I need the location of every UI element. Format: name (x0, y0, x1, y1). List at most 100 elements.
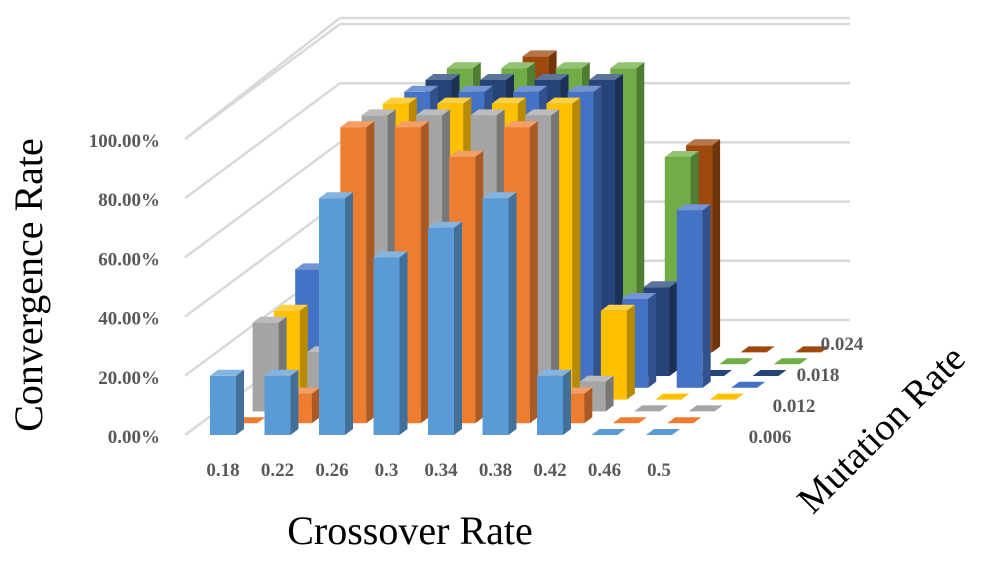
bar (795, 346, 830, 353)
bar (428, 221, 462, 435)
bar-top (534, 74, 569, 80)
y-tick-label: 20.00% (98, 368, 160, 389)
x-axis-title: Crossover Rate (287, 508, 533, 553)
side-wall-gridline (184, 141, 341, 259)
bar-side (702, 204, 711, 388)
bar-top (491, 97, 526, 104)
bar-top (525, 109, 560, 116)
bar-top (537, 369, 571, 376)
bar-top (449, 150, 484, 157)
bar-top (546, 97, 581, 104)
y-tick-label: 0.00% (108, 427, 160, 448)
x-tick-label: 0.3 (375, 460, 399, 481)
bar-top (404, 85, 439, 92)
bars (210, 50, 830, 435)
bar-side (593, 85, 602, 388)
bar (210, 369, 244, 435)
x-tick-label: 0.18 (206, 460, 239, 481)
bar-top (522, 50, 557, 57)
bar-top (482, 192, 517, 199)
y-tick-label: 80.00% (98, 190, 160, 211)
bar-top (373, 251, 408, 258)
bar (449, 150, 484, 424)
bar-top (458, 85, 493, 92)
bar (634, 405, 669, 412)
bar (264, 369, 299, 435)
bar (646, 429, 680, 435)
bar (773, 358, 808, 365)
bar-side (508, 192, 517, 435)
bar (731, 381, 766, 388)
depth-tick-label: 0.006 (749, 427, 792, 448)
bar-front (319, 198, 345, 435)
bar-side (626, 304, 635, 400)
bar-zero-marker (591, 429, 626, 435)
bar-side (551, 109, 560, 412)
bar (719, 358, 754, 365)
bar-top (340, 121, 375, 128)
bar-top (382, 97, 417, 104)
bar (373, 251, 408, 435)
bar-zero-marker (731, 381, 766, 388)
bar-front (210, 375, 236, 435)
bar-zero-marker (612, 417, 647, 424)
bar-top (622, 293, 657, 299)
x-tick-label: 0.42 (533, 460, 566, 481)
y-tick-label: 100.00% (89, 131, 160, 152)
bar-side (572, 97, 581, 400)
bar-zero-marker (740, 346, 775, 353)
tick-labels: 0.00% 20.00% 40.00% 60.00% 80.00% 100.00% 0.18… (89, 131, 864, 481)
bar-zero-marker (634, 405, 669, 412)
bar-top (664, 151, 699, 157)
bar-side (345, 192, 353, 435)
bar-side (712, 139, 721, 353)
bar-top (273, 304, 308, 311)
bar-side (563, 369, 571, 435)
bar-top (428, 221, 462, 228)
bar-side (290, 369, 299, 435)
bar-top (501, 62, 536, 69)
x-tick-label: 0.26 (315, 460, 348, 481)
bar-side (636, 62, 645, 365)
bar-top (319, 192, 353, 199)
bar-top (686, 139, 721, 146)
bar-front (264, 375, 291, 435)
bar-top (610, 62, 645, 69)
bar-top (513, 85, 548, 92)
x-tick-label: 0.46 (588, 460, 621, 481)
bar-top (567, 85, 602, 92)
bar-top (394, 121, 429, 128)
bar (709, 393, 744, 400)
bar (740, 346, 775, 353)
y-tick-label: 60.00% (98, 249, 160, 270)
x-tick-label: 0.38 (479, 460, 512, 481)
bar-top (480, 74, 514, 80)
bar-side (366, 121, 375, 424)
bar-top (425, 74, 460, 80)
side-wall-gridline (184, 200, 341, 318)
bar-zero-marker (773, 358, 808, 365)
side-wall-top-edge (184, 17, 341, 140)
bar-side (584, 387, 593, 424)
bar-zero-marker (646, 429, 680, 435)
depth-tick-label: 0.012 (773, 396, 816, 417)
depth-tick-label: 0.018 (797, 365, 840, 386)
bar-zero-marker (655, 393, 690, 400)
y-tick-label: 40.00% (98, 309, 160, 330)
bar-top (264, 369, 299, 376)
bar-top (555, 62, 590, 69)
bar (612, 417, 647, 424)
bar (482, 192, 517, 435)
bar-top (503, 121, 538, 128)
bar-side (420, 121, 429, 424)
bar-side (311, 387, 320, 424)
bar-side (605, 375, 614, 412)
bar-side (299, 304, 308, 400)
depth-tick-label: 0.024 (821, 334, 864, 355)
bar-zero-marker (719, 358, 754, 365)
bar-side (648, 293, 657, 388)
bar-side (236, 369, 244, 435)
bar-side (399, 251, 408, 435)
